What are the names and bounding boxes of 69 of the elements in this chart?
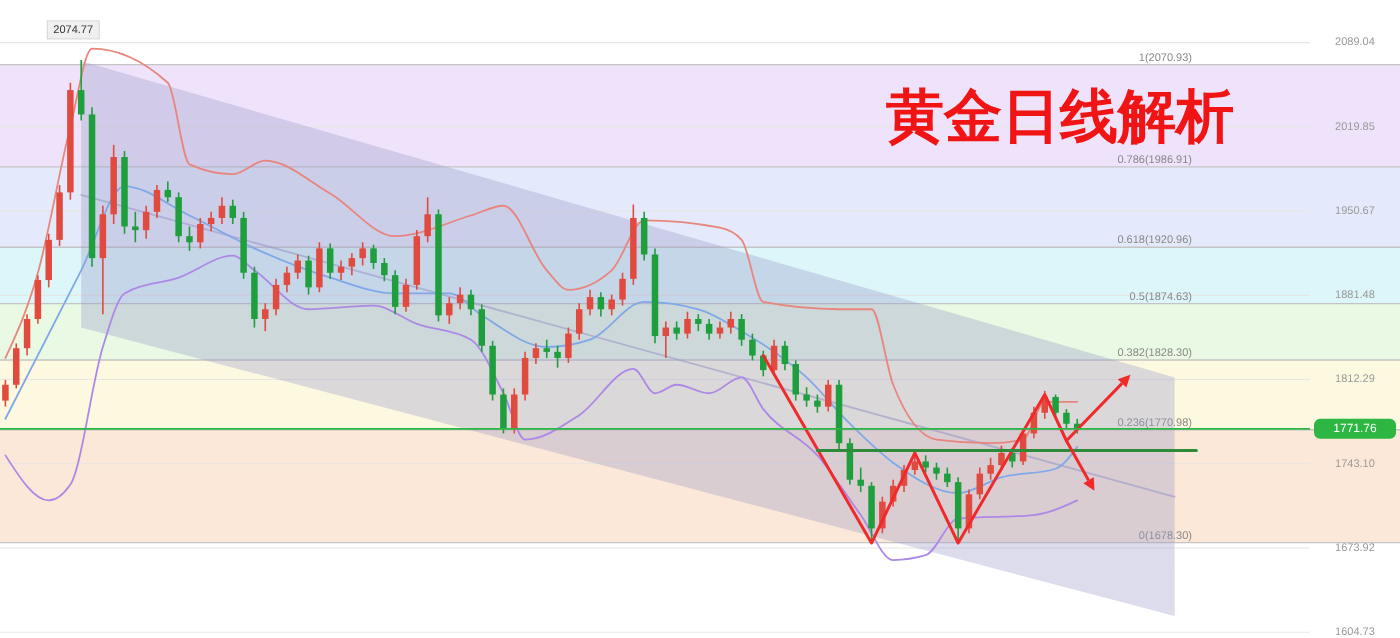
candlestick bbox=[565, 326, 572, 364]
text: 黄金日线解析 bbox=[884, 86, 1234, 150]
candlestick bbox=[640, 211, 648, 262]
candlestick bbox=[597, 291, 605, 318]
candlestick bbox=[305, 254, 312, 296]
candlestick bbox=[316, 241, 323, 294]
candlestick bbox=[262, 302, 269, 332]
candlestick bbox=[987, 457, 994, 481]
candlestick bbox=[207, 211, 215, 233]
candlestick bbox=[370, 243, 377, 270]
candlestick bbox=[272, 278, 280, 317]
candlestick bbox=[1063, 408, 1070, 430]
candlestick bbox=[478, 303, 486, 353]
candlestick bbox=[99, 204, 107, 315]
candlestick bbox=[954, 476, 962, 544]
candlestick bbox=[56, 184, 63, 247]
candlestick bbox=[197, 217, 204, 250]
candlestick bbox=[77, 59, 85, 122]
candlestick bbox=[824, 379, 832, 413]
candlestick bbox=[575, 302, 583, 341]
candlestick bbox=[803, 386, 810, 408]
candlestick bbox=[608, 293, 615, 317]
candlestick bbox=[749, 332, 756, 362]
candlestick bbox=[337, 259, 345, 281]
candlestick bbox=[781, 340, 789, 371]
candlestick bbox=[521, 351, 529, 402]
candlestick bbox=[186, 225, 193, 252]
candlestick bbox=[424, 196, 431, 244]
candlestick bbox=[705, 318, 713, 341]
candlestick bbox=[998, 444, 1005, 471]
candlestick bbox=[218, 196, 226, 225]
candlestick bbox=[868, 481, 875, 544]
candlestick bbox=[391, 269, 399, 315]
candlestick bbox=[727, 310, 735, 335]
candlestick bbox=[673, 320, 680, 341]
candlestick bbox=[359, 241, 366, 267]
candlestick bbox=[446, 296, 453, 325]
candlestick bbox=[619, 271, 626, 307]
candlestick bbox=[792, 359, 799, 402]
candlestick bbox=[326, 242, 334, 280]
candlestick bbox=[2, 379, 9, 408]
candlestick bbox=[251, 265, 258, 329]
candlestick bbox=[153, 184, 161, 219]
candlestick bbox=[348, 252, 356, 276]
candlestick bbox=[586, 288, 594, 317]
candlestick bbox=[12, 342, 20, 390]
candlestick bbox=[142, 204, 150, 240]
candlestick bbox=[500, 387, 507, 435]
candlestick bbox=[132, 211, 139, 244]
candlestick bbox=[294, 253, 301, 280]
candlestick bbox=[402, 278, 410, 313]
candlestick bbox=[684, 310, 691, 340]
candlestick bbox=[34, 274, 42, 325]
candlestick bbox=[229, 198, 237, 225]
candlestick bbox=[283, 265, 291, 294]
candlestick bbox=[543, 338, 550, 359]
candlestick bbox=[554, 344, 561, 369]
candlestick bbox=[738, 313, 745, 347]
candlestick bbox=[511, 387, 518, 435]
candlestick bbox=[814, 393, 821, 414]
candlestick bbox=[45, 232, 52, 289]
candlestick bbox=[23, 313, 31, 357]
line-series bbox=[4, 254, 1079, 561]
candlestick bbox=[944, 466, 951, 488]
candlestick bbox=[976, 466, 984, 500]
candlestick bbox=[175, 191, 182, 244]
candlestick bbox=[532, 342, 540, 365]
candlestick bbox=[857, 466, 864, 493]
candlestick bbox=[381, 257, 388, 283]
